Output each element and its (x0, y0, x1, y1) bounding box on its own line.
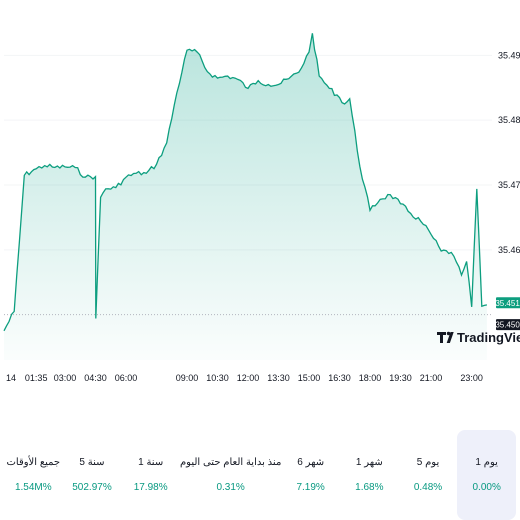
x-tick-label-8: 13:30 (267, 373, 290, 383)
period-tab-6[interactable]: 5 سنة 502.97% (63, 430, 122, 520)
period-change: 502.97% (72, 482, 112, 493)
crosshair-price-label: 35.45000 (495, 319, 520, 331)
period-selector: 1 يوم 0.00% 5 يوم 0.48% 1 شهر 1.68% 6 شهر 7.19%… (0, 430, 520, 520)
x-tick-label-9: 15:00 (298, 373, 321, 383)
period-tab-0[interactable]: 1 يوم 0.00% (457, 430, 516, 520)
x-tick-label-14: 23:00 (460, 373, 483, 383)
period-tab-3[interactable]: 6 شهر 7.19% (281, 430, 340, 520)
x-tick-label-13: 21:00 (420, 373, 443, 383)
period-label: 5 يوم (416, 457, 440, 468)
x-tick-label-5: 09:00 (176, 373, 199, 383)
period-change: 0.48% (413, 482, 443, 493)
current-price-label: 35.45152 (495, 297, 520, 309)
period-label: 6 شهر (297, 457, 325, 468)
period-label: 1 يوم (475, 457, 498, 468)
period-change: 1.54M% (14, 482, 52, 493)
period-tab-2[interactable]: 1 شهر 1.68% (340, 430, 399, 520)
period-tab-1[interactable]: 5 يوم 0.48% (399, 430, 458, 520)
period-change: 0.00% (472, 482, 501, 493)
period-tab-5[interactable]: 1 سنة 17.98% (121, 430, 180, 520)
x-tick-label-3: 04:30 (84, 373, 107, 383)
period-label: منذ بداية العام حتى اليوم (179, 457, 282, 468)
y-tick-label-0: 35.49000 (498, 50, 520, 60)
period-change: 17.98% (133, 482, 168, 493)
price-area (4, 33, 487, 361)
period-tab-7[interactable]: جميع الأوقات 1.54M% (4, 430, 63, 520)
y-tick-label-3: 35.46000 (498, 245, 520, 255)
svg-text:35.45152: 35.45152 (495, 299, 520, 308)
time-axis[interactable]: 14 01:35 03:00 04:30 06:00 09:00 10:30 12:00 13:… (6, 373, 483, 383)
x-tick-label-11: 18:00 (359, 373, 382, 383)
y-tick-label-1: 35.48000 (498, 115, 520, 125)
period-change: 1.68% (355, 482, 384, 493)
svg-text:35.45000: 35.45000 (495, 321, 520, 330)
x-tick-label-4: 06:00 (115, 373, 138, 383)
y-tick-label-2: 35.47000 (498, 180, 520, 190)
tradingview-wordmark: TradingView (457, 330, 520, 345)
price-chart[interactable]: 35.49000 35.48000 35.47000 35.46000 14 01:35… (0, 0, 520, 392)
x-tick-label-1: 01:35 (25, 373, 48, 383)
x-tick-label-6: 10:30 (206, 373, 229, 383)
period-label: 1 شهر (355, 457, 383, 468)
x-tick-label-0: 14 (6, 373, 16, 383)
period-label: 5 سنة (79, 457, 105, 468)
price-line (3, 33, 488, 332)
period-change: 0.31% (216, 482, 245, 493)
x-tick-label-2: 03:00 (54, 373, 77, 383)
tv-logo-icon (437, 331, 454, 343)
x-tick-label-12: 19:30 (389, 373, 412, 383)
period-tab-4[interactable]: منذ بداية العام حتى اليوم 0.31% (180, 430, 281, 520)
tradingview-logo[interactable]: TradingView (437, 330, 520, 345)
price-axis[interactable]: 35.49000 35.48000 35.47000 35.46000 (498, 50, 520, 254)
period-change: 7.19% (296, 482, 325, 493)
period-label: جميع الأوقات (6, 457, 61, 468)
x-tick-label-7: 12:00 (237, 373, 260, 383)
x-tick-label-10: 16:30 (328, 373, 351, 383)
period-label: 1 سنة (138, 457, 164, 468)
